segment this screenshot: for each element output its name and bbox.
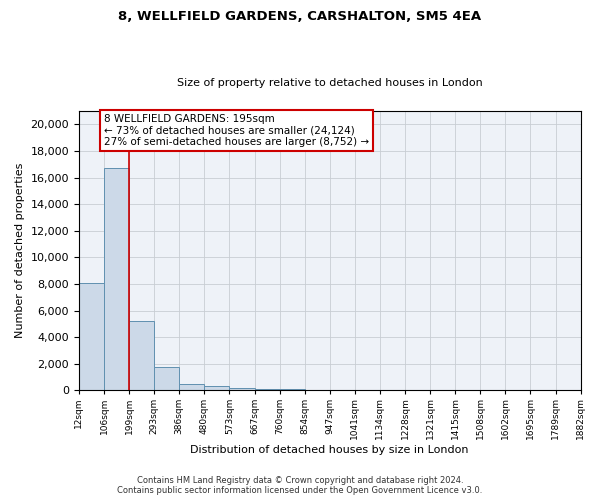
Bar [229,388,254,390]
Text: 8, WELLFIELD GARDENS, CARSHALTON, SM5 4EA: 8, WELLFIELD GARDENS, CARSHALTON, SM5 4E… [118,10,482,23]
Text: Contains HM Land Registry data © Crown copyright and database right 2024.
Contai: Contains HM Land Registry data © Crown c… [118,476,482,495]
Title: Size of property relative to detached houses in London: Size of property relative to detached ho… [177,78,482,88]
Bar [129,321,154,390]
Bar [104,168,129,390]
Bar [79,284,104,391]
Text: 8 WELLFIELD GARDENS: 195sqm
← 73% of detached houses are smaller (24,124)
27% of: 8 WELLFIELD GARDENS: 195sqm ← 73% of det… [104,114,369,147]
Bar [205,386,229,390]
Bar [154,367,179,390]
Bar [179,384,205,390]
Y-axis label: Number of detached properties: Number of detached properties [15,163,25,338]
Bar [254,388,280,390]
X-axis label: Distribution of detached houses by size in London: Distribution of detached houses by size … [190,445,469,455]
